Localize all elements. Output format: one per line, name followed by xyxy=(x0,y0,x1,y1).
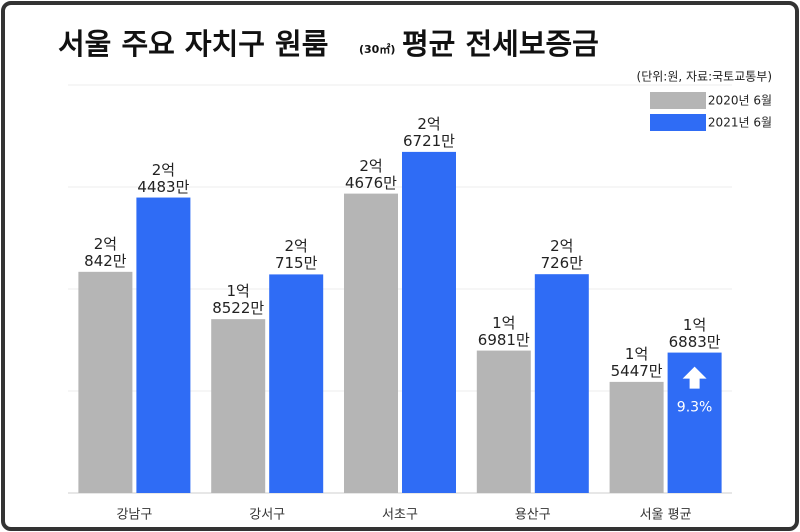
bar xyxy=(534,274,589,493)
bar xyxy=(211,319,266,493)
chart-title-note: (30㎡) xyxy=(359,42,395,56)
bar xyxy=(609,381,664,493)
legend-swatch xyxy=(650,114,706,131)
bar xyxy=(402,151,456,493)
bar xyxy=(344,193,398,493)
value-label: 2억 4483만 xyxy=(137,160,190,196)
value-label: 1억 5447만 xyxy=(610,344,663,380)
x-tick-label: 용산구 xyxy=(515,508,551,523)
chart-title: 서울 주요 자치구 원룸 xyxy=(58,27,328,61)
value-label: 2억 715만 xyxy=(274,237,318,273)
value-label: 2억 726만 xyxy=(540,237,584,273)
value-label: 2억 6721만 xyxy=(403,114,455,150)
value-label: 1억 6981만 xyxy=(477,313,530,349)
legend-swatch xyxy=(650,92,706,109)
value-label: 2억 4676만 xyxy=(345,156,397,192)
annotation: 9.3% xyxy=(677,400,713,416)
bar xyxy=(136,197,191,493)
legend-label: 2020년 6월 xyxy=(708,94,772,108)
x-tick-label: 강서구 xyxy=(249,508,285,523)
unit-note: (단위:원, 자료:국토교통부) xyxy=(637,70,772,84)
value-label: 2억 842만 xyxy=(84,234,127,270)
bar xyxy=(476,350,531,493)
value-label: 1억 6883만 xyxy=(668,315,721,351)
x-tick-label: 서울 평균 xyxy=(640,508,692,523)
bar xyxy=(269,274,324,493)
bar xyxy=(78,271,133,493)
legend-label: 2021년 6월 xyxy=(708,116,772,130)
up-arrow xyxy=(682,366,707,389)
value-label: 1억 8522만 xyxy=(212,282,265,318)
x-tick-label: 서초구 xyxy=(382,508,418,523)
chart-title: 평균 전세보증금 xyxy=(402,27,599,61)
x-tick-label: 강남구 xyxy=(116,508,152,523)
